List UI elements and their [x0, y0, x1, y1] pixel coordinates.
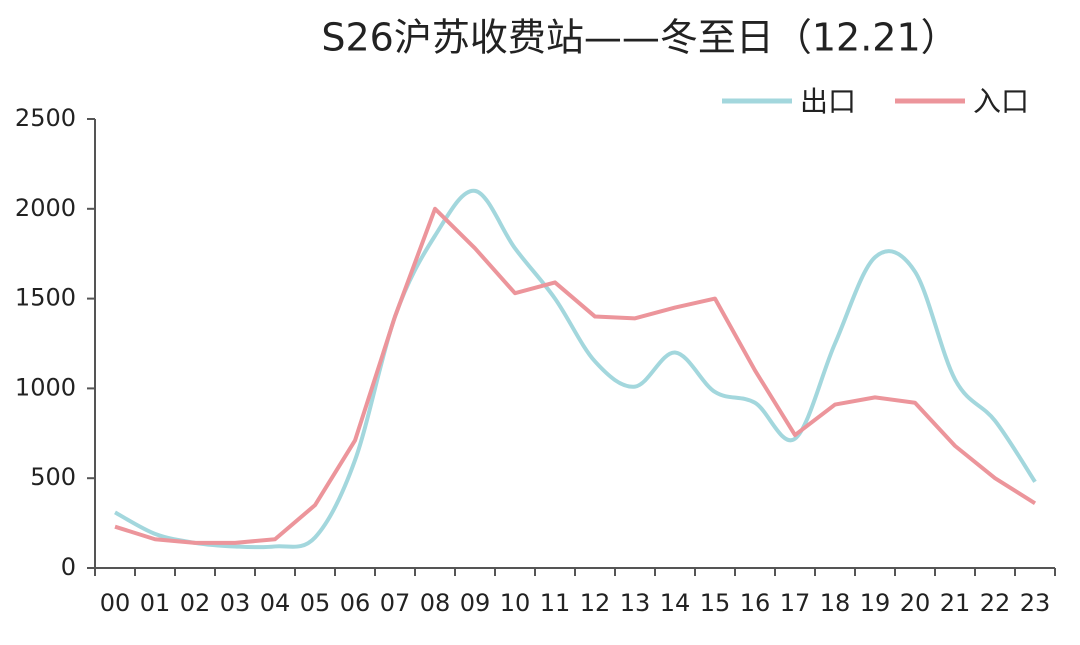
x-tick-label: 21 — [940, 589, 971, 617]
x-tick-label: 03 — [220, 589, 251, 617]
x-tick-label: 17 — [780, 589, 811, 617]
x-tick-label: 15 — [700, 589, 731, 617]
legend-label: 入口 — [973, 85, 1029, 118]
y-tick-label: 500 — [30, 463, 76, 491]
x-tick-label: 23 — [1020, 589, 1051, 617]
x-tick-label: 18 — [820, 589, 851, 617]
x-tick-label: 07 — [380, 589, 411, 617]
series-line — [114, 188, 1037, 550]
x-tick-label: 16 — [740, 589, 771, 617]
x-tick-label: 14 — [660, 589, 691, 617]
y-tick-label: 2000 — [15, 194, 76, 222]
series-line — [114, 206, 1037, 545]
x-tick-label: 11 — [540, 589, 571, 617]
x-tick-label: 05 — [300, 589, 331, 617]
x-tick-label: 09 — [460, 589, 491, 617]
y-tick-label: 0 — [61, 553, 76, 581]
x-tick-label: 00 — [100, 589, 131, 617]
legend-label: 出口 — [800, 85, 856, 118]
x-tick-label: 13 — [620, 589, 651, 617]
chart-title: S26沪苏收费站——冬至日（12.21） — [321, 16, 958, 60]
x-tick-label: 08 — [420, 589, 451, 617]
x-tick-label: 12 — [580, 589, 611, 617]
x-tick-label: 19 — [860, 589, 891, 617]
x-tick-label: 10 — [500, 589, 531, 617]
x-tick-label: 02 — [180, 589, 211, 617]
x-tick-label: 20 — [900, 589, 931, 617]
y-tick-label: 1500 — [15, 284, 76, 312]
x-tick-label: 01 — [140, 589, 171, 617]
x-tick-label: 22 — [980, 589, 1011, 617]
y-tick-label: 2500 — [15, 104, 76, 132]
x-tick-label: 06 — [340, 589, 371, 617]
y-tick-label: 1000 — [15, 373, 76, 401]
x-tick-label: 04 — [260, 589, 291, 617]
